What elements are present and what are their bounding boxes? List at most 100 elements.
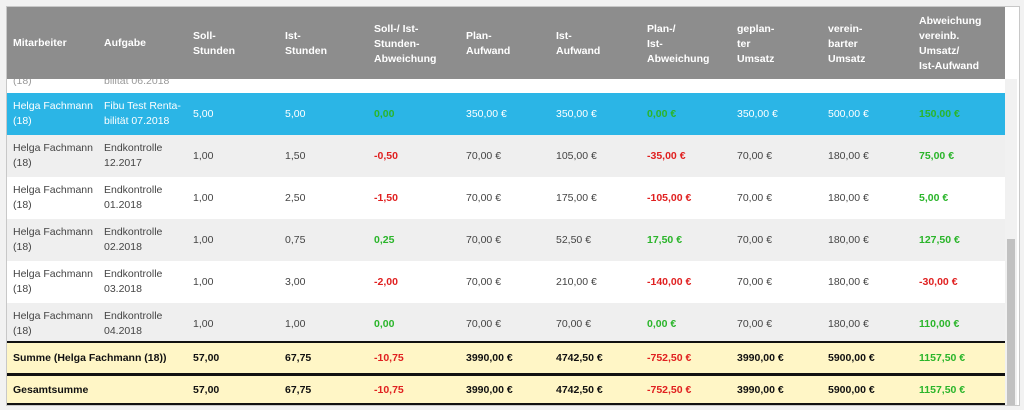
cell-ver-umsatz: 180,00 € bbox=[828, 149, 869, 162]
cell-abw: 0,25 bbox=[374, 233, 395, 246]
cell-mitarbeiter: Helga Fachmann (18) bbox=[13, 310, 93, 337]
cell-plan-abw: 0,00 € bbox=[647, 107, 677, 120]
cell-gepl-umsatz: 70,00 € bbox=[737, 275, 773, 288]
table-row[interactable]: Helga Fachmann (18) Fibu Test Renta- bili… bbox=[7, 93, 1005, 135]
cell-abw-umsatz: 110,00 € bbox=[919, 317, 960, 330]
cell-mitarbeiter: Helga Fachmann (18) bbox=[13, 184, 93, 211]
total-ist: 67,75 bbox=[285, 383, 312, 396]
cell-soll: 5,00 bbox=[193, 107, 214, 120]
cell-plan-abw: -140,00 € bbox=[647, 275, 692, 288]
col-header-vereinbarter-umsatz[interactable]: verein- barter Umsatz bbox=[828, 23, 866, 65]
cell-aufgabe: Endkontrolle 03.2018 bbox=[104, 268, 163, 295]
report-table: Mitarbeiter Aufgabe Soll- Stunden Ist- S… bbox=[6, 6, 1020, 406]
cell-abw: -2,00 bbox=[374, 275, 398, 288]
col-header-ist-aufwand[interactable]: Ist- Aufwand bbox=[556, 30, 601, 57]
col-header-plan-ist-abweichung[interactable]: Plan-/ Ist- Abweichung bbox=[647, 23, 710, 65]
total-abw-umsatz: 1157,50 € bbox=[919, 383, 966, 396]
total-gepl-umsatz: 3990,00 € bbox=[737, 383, 784, 396]
cell-ist: 2,50 bbox=[285, 191, 306, 204]
cell-abw-umsatz: 127,50 € bbox=[919, 233, 960, 246]
cell-ist: 0,75 bbox=[285, 233, 306, 246]
vertical-scrollbar[interactable] bbox=[1005, 79, 1017, 405]
table-body: (18) bilität 06.2018 Helga Fachmann (18)… bbox=[7, 79, 1005, 405]
cell-aufgabe: Endkontrolle 01.2018 bbox=[104, 184, 163, 211]
cell-plan-abw: -35,00 € bbox=[647, 149, 686, 162]
scrollbar-thumb[interactable] bbox=[1007, 239, 1015, 405]
cell-plan-abw: 17,50 € bbox=[647, 233, 683, 246]
total-plan-abw: -752,50 € bbox=[647, 383, 692, 396]
cell-ist-aufwand: 52,50 € bbox=[556, 233, 592, 246]
cell-abw: -0,50 bbox=[374, 149, 398, 162]
cell-soll: 1,00 bbox=[193, 233, 214, 246]
cell-ver-umsatz: 180,00 € bbox=[828, 317, 869, 330]
col-header-stunden-abweichung[interactable]: Soll-/ Ist- Stunden- Abweichung bbox=[374, 23, 437, 65]
total-ver-umsatz: 5900,00 € bbox=[828, 383, 875, 396]
cell-ist-aufwand: 175,00 € bbox=[556, 191, 597, 204]
subtotal-ist: 67,75 bbox=[285, 352, 312, 364]
subtotal-ist-aufwand: 4742,50 € bbox=[556, 352, 603, 364]
cell-gepl-umsatz: 70,00 € bbox=[737, 149, 773, 162]
cell-plan: 350,00 € bbox=[466, 107, 507, 120]
cell-ist: 5,00 bbox=[285, 107, 306, 120]
cell-gepl-umsatz: 70,00 € bbox=[737, 317, 773, 330]
cell-gepl-umsatz: 70,00 € bbox=[737, 191, 773, 204]
cell-abw: 0,00 bbox=[374, 107, 395, 120]
col-header-umsatz-abweichung[interactable]: Abweichung vereinb. Umsatz/ Ist-Aufwand bbox=[919, 15, 982, 72]
subtotal-plan-abw: -752,50 € bbox=[647, 352, 692, 364]
table-row[interactable]: Helga Fachmann (18) Endkontrolle 04.2018 1… bbox=[7, 303, 1005, 345]
col-header-aufgabe[interactable]: Aufgabe bbox=[104, 36, 146, 49]
cell-ist-aufwand: 105,00 € bbox=[556, 149, 597, 162]
total-plan: 3990,00 € bbox=[466, 383, 513, 396]
cell-ist-aufwand: 350,00 € bbox=[556, 107, 597, 120]
cell-plan: 70,00 € bbox=[466, 317, 502, 330]
cell-soll: 1,00 bbox=[193, 317, 214, 330]
subtotal-abw-umsatz: 1157,50 € bbox=[919, 352, 966, 364]
cell-abw-umsatz: 150,00 € bbox=[919, 107, 960, 120]
subtotal-soll: 57,00 bbox=[193, 352, 220, 364]
table-row[interactable]: Helga Fachmann (18) Endkontrolle 02.2018 1… bbox=[7, 219, 1005, 261]
cell-abw: -1,50 bbox=[374, 191, 398, 204]
cell-aufgabe: Endkontrolle 02.2018 bbox=[104, 226, 163, 253]
cell-mitarbeiter: Helga Fachmann (18) bbox=[13, 100, 93, 127]
total-abw: -10,75 bbox=[374, 383, 404, 396]
subtotal-ver-umsatz: 5900,00 € bbox=[828, 352, 875, 364]
cell-plan: 70,00 € bbox=[466, 275, 502, 288]
total-ist-aufwand: 4742,50 € bbox=[556, 383, 603, 396]
cell-ver-umsatz: 180,00 € bbox=[828, 191, 869, 204]
subtotal-plan: 3990,00 € bbox=[466, 352, 513, 364]
cell-mitarbeiter: Helga Fachmann (18) bbox=[13, 142, 93, 169]
cell-soll: 1,00 bbox=[193, 191, 214, 204]
col-header-soll-stunden[interactable]: Soll- Stunden bbox=[193, 30, 235, 57]
subtotal-row: Summe (Helga Fachmann (18)) 57,00 67,75 … bbox=[7, 343, 1005, 373]
col-header-geplanter-umsatz[interactable]: geplan- ter Umsatz bbox=[737, 23, 775, 65]
cell-plan: 70,00 € bbox=[466, 191, 502, 204]
divider bbox=[7, 341, 1005, 343]
table-row[interactable]: Helga Fachmann (18) Endkontrolle 03.2018 1… bbox=[7, 261, 1005, 303]
table-row-partial[interactable]: (18) bilität 06.2018 bbox=[7, 79, 1005, 93]
subtotal-label: Summe (Helga Fachmann (18)) bbox=[13, 352, 167, 364]
cell-ist-aufwand: 210,00 € bbox=[556, 275, 597, 288]
col-header-ist-stunden[interactable]: Ist- Stunden bbox=[285, 30, 327, 57]
subtotal-gepl-umsatz: 3990,00 € bbox=[737, 352, 784, 364]
cell-mitarbeiter: Helga Fachmann (18) bbox=[13, 268, 93, 295]
cell-aufgabe: Fibu Test Renta- bilität 07.2018 bbox=[104, 100, 181, 127]
col-header-mitarbeiter[interactable]: Mitarbeiter bbox=[13, 36, 67, 49]
cell-ver-umsatz: 180,00 € bbox=[828, 233, 869, 246]
subtotal-abw: -10,75 bbox=[374, 352, 404, 364]
cell-plan: 70,00 € bbox=[466, 233, 502, 246]
cell-plan-abw: 0,00 € bbox=[647, 317, 677, 330]
total-row: Gesamtsumme 57,00 67,75 -10,75 3990,00 €… bbox=[7, 376, 1005, 403]
cell-ist: 1,50 bbox=[285, 149, 306, 162]
cell-gepl-umsatz: 70,00 € bbox=[737, 233, 773, 246]
cell-abw-umsatz: 5,00 € bbox=[919, 191, 949, 204]
total-label: Gesamtsumme bbox=[13, 383, 89, 396]
cell-abw: 0,00 bbox=[374, 317, 395, 330]
col-header-plan-aufwand[interactable]: Plan- Aufwand bbox=[466, 30, 511, 57]
cell-plan-abw: -105,00 € bbox=[647, 191, 692, 204]
table-row[interactable]: Helga Fachmann (18) Endkontrolle 01.2018 1… bbox=[7, 177, 1005, 219]
cell-aufgabe: Endkontrolle 04.2018 bbox=[104, 310, 163, 337]
cell-gepl-umsatz: 350,00 € bbox=[737, 107, 778, 120]
cell-abw-umsatz: 75,00 € bbox=[919, 149, 955, 162]
table-row[interactable]: Helga Fachmann (18) Endkontrolle 12.2017 1… bbox=[7, 135, 1005, 177]
cell-aufgabe: Endkontrolle 12.2017 bbox=[104, 142, 163, 169]
